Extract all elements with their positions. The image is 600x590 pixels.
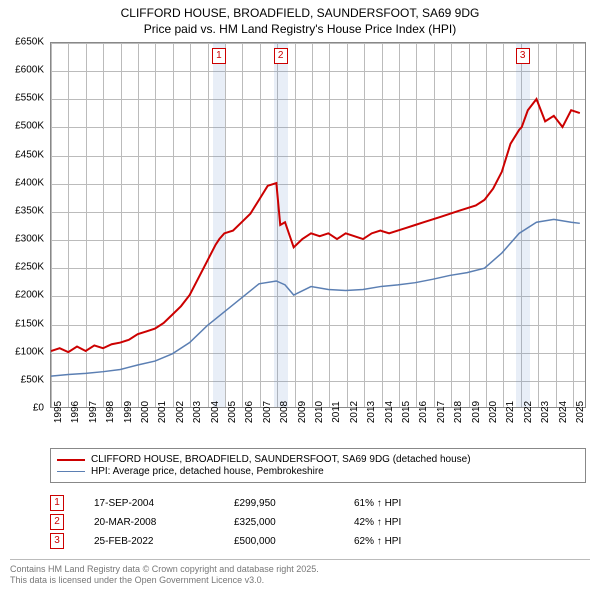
sales-hpi: 61% ↑ HPI [354, 498, 401, 509]
y-tick-label: £300K [15, 234, 44, 245]
sale-marker: 3 [516, 48, 530, 64]
footer-note: Contains HM Land Registry data © Crown c… [10, 559, 590, 586]
y-tick-label: £450K [15, 149, 44, 160]
sales-table: 1 17-SEP-2004£299,95061% ↑ HPI 2 20-MAR-200… [50, 492, 586, 552]
x-axis: 1995199619971998199920002001200220032004… [50, 410, 586, 446]
sales-hpi: 62% ↑ HPI [354, 536, 401, 547]
sales-price: £325,000 [234, 517, 354, 528]
sales-row: 1 17-SEP-2004£299,95061% ↑ HPI [50, 495, 586, 511]
y-tick-label: £350K [15, 205, 44, 216]
footer-line-2: This data is licensed under the Open Gov… [10, 575, 590, 586]
y-axis: £0£50K£100K£150K£200K£250K£300K£350K£400… [0, 42, 48, 408]
title-line-2: Price paid vs. HM Land Registry's House … [0, 22, 600, 38]
sales-price: £500,000 [234, 536, 354, 547]
y-tick-label: £500K [15, 121, 44, 132]
series-price_paid [51, 99, 580, 352]
legend-label: CLIFFORD HOUSE, BROADFIELD, SAUNDERSFOOT… [91, 454, 471, 465]
sales-marker-box: 3 [50, 533, 64, 549]
y-tick-label: £650K [15, 37, 44, 48]
plot-area: 1 2 3 [50, 42, 586, 408]
sales-marker-box: 2 [50, 514, 64, 530]
chart-container: { "title_line1": "CLIFFORD HOUSE, BROADF… [0, 0, 600, 590]
sales-date: 25-FEB-2022 [94, 536, 234, 547]
sale-marker: 1 [212, 48, 226, 64]
legend-swatch [57, 459, 85, 461]
sales-date: 20-MAR-2008 [94, 517, 234, 528]
series-hpi [51, 219, 580, 376]
footer-line-1: Contains HM Land Registry data © Crown c… [10, 564, 590, 575]
y-tick-label: £550K [15, 93, 44, 104]
title-line-1: CLIFFORD HOUSE, BROADFIELD, SAUNDERSFOOT… [0, 6, 600, 22]
legend-row: CLIFFORD HOUSE, BROADFIELD, SAUNDERSFOOT… [57, 454, 579, 465]
y-tick-label: £50K [21, 374, 44, 385]
y-tick-label: £600K [15, 65, 44, 76]
y-tick-label: £150K [15, 318, 44, 329]
sales-hpi: 42% ↑ HPI [354, 517, 401, 528]
y-tick-label: £200K [15, 290, 44, 301]
sales-row: 2 20-MAR-2008£325,00042% ↑ HPI [50, 514, 586, 530]
sales-price: £299,950 [234, 498, 354, 509]
y-tick-label: £0 [33, 403, 44, 414]
y-tick-label: £250K [15, 262, 44, 273]
sales-date: 17-SEP-2004 [94, 498, 234, 509]
plot-svg [51, 43, 585, 407]
chart-title: CLIFFORD HOUSE, BROADFIELD, SAUNDERSFOOT… [0, 0, 600, 37]
sales-marker-box: 1 [50, 495, 64, 511]
legend: CLIFFORD HOUSE, BROADFIELD, SAUNDERSFOOT… [50, 448, 586, 483]
y-tick-label: £400K [15, 177, 44, 188]
y-tick-label: £100K [15, 346, 44, 357]
sales-row: 3 25-FEB-2022£500,00062% ↑ HPI [50, 533, 586, 549]
legend-swatch [57, 471, 85, 472]
legend-label: HPI: Average price, detached house, Pemb… [91, 466, 324, 477]
sale-marker: 2 [274, 48, 288, 64]
legend-row: HPI: Average price, detached house, Pemb… [57, 466, 579, 477]
